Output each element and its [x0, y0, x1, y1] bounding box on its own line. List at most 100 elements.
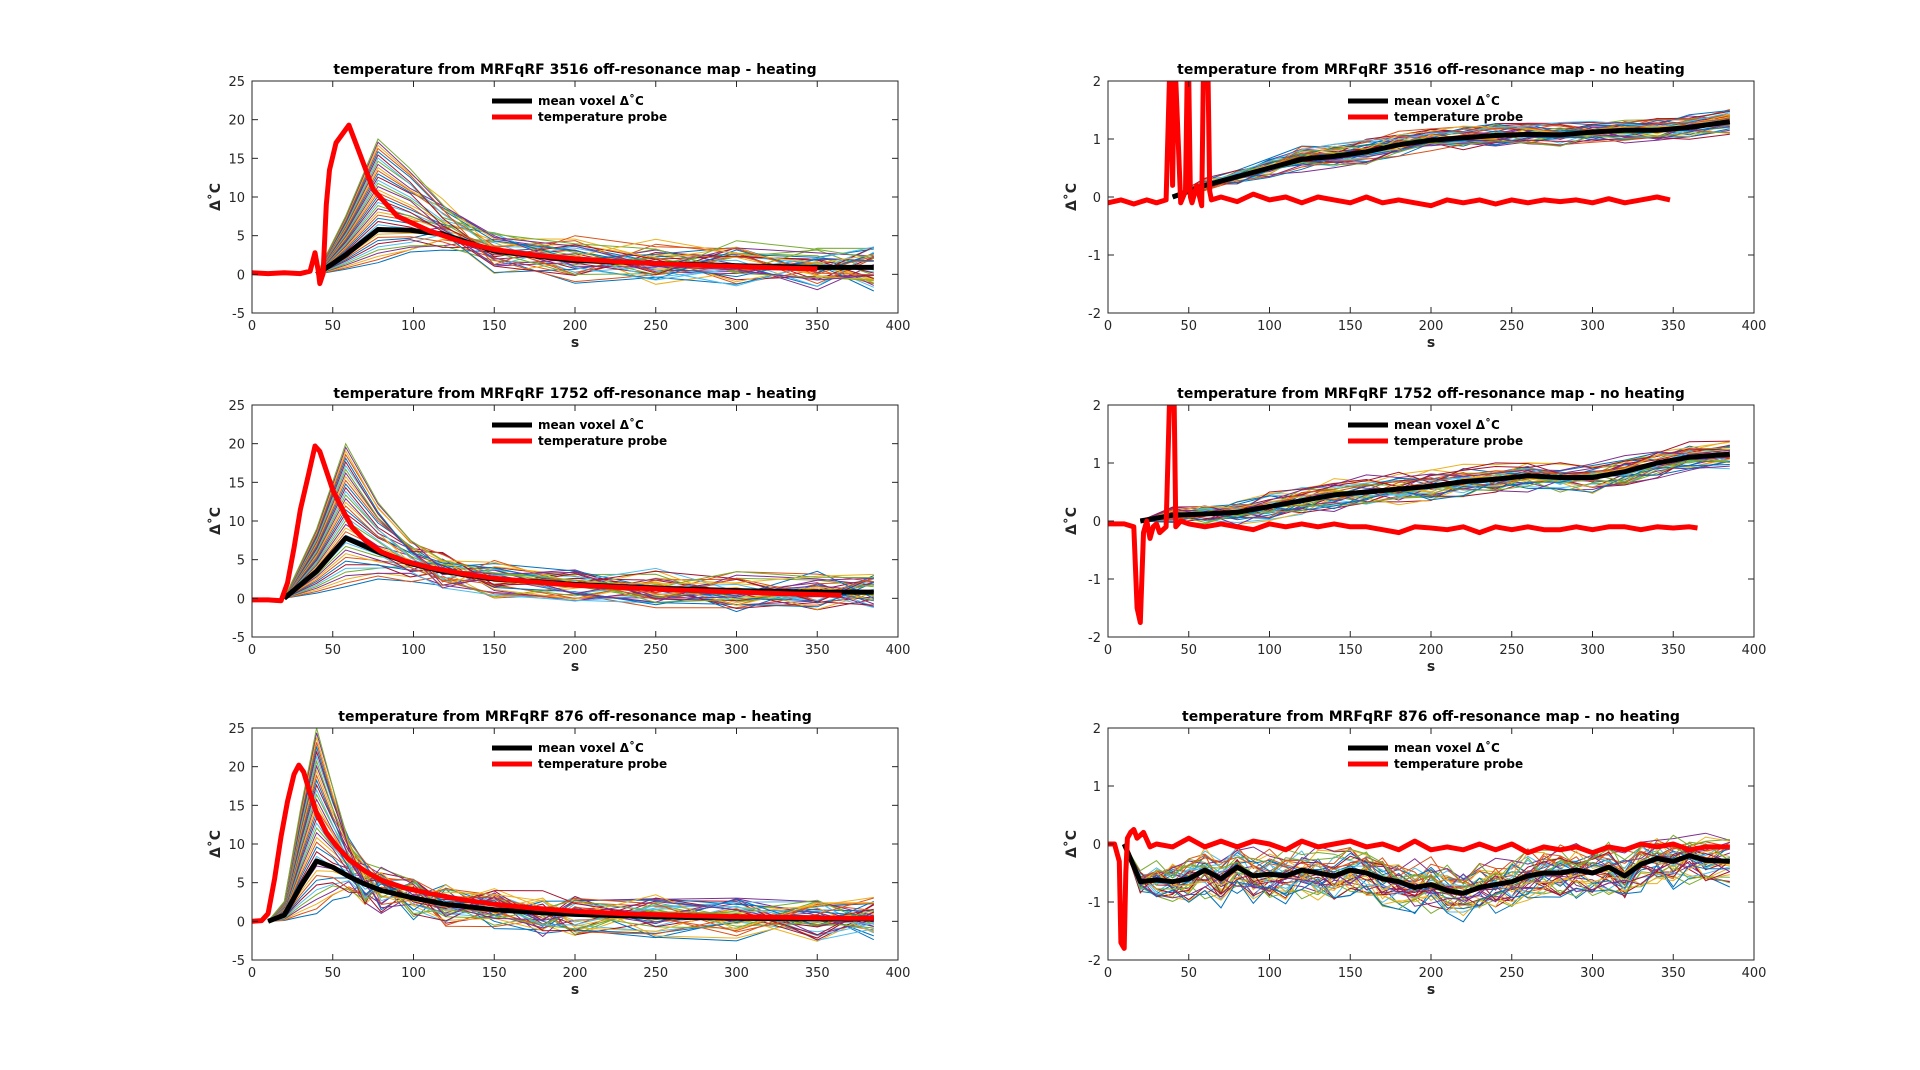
voxel-trace [267, 732, 874, 927]
plot-lines [252, 728, 875, 942]
chart-panel-2: 0 50 100 150 200 250 300 350 400 -2 -1 0 1 2 s Δ˚C tempe… [1063, 62, 1766, 351]
x-tick-label: 150 [1338, 319, 1363, 334]
chart-title: temperature from MRFqRF 3516 off-resonan… [1177, 62, 1685, 78]
voxel-trace [1123, 843, 1731, 890]
x-tick-label: 400 [1742, 643, 1767, 658]
chart-panel-6: 0 50 100 150 200 250 300 350 400 -2 -1 0 1 2 s Δ˚C tempe… [1063, 709, 1766, 998]
x-tick-label: 300 [724, 966, 749, 981]
x-tick-label: 0 [248, 319, 256, 334]
y-tick-label: 5 [237, 230, 245, 245]
legend-label: temperature probe [538, 757, 667, 771]
x-tick-label: 200 [1419, 319, 1444, 334]
voxel-trace [267, 728, 874, 926]
voxel-trace [267, 802, 875, 934]
x-tick-label: 300 [724, 319, 749, 334]
voxel-trace [267, 846, 874, 934]
y-tick-label: -1 [1088, 249, 1101, 264]
y-tick-label: 15 [228, 476, 245, 491]
voxel-trace [316, 163, 874, 275]
voxel-trace [1123, 832, 1730, 886]
x-tick-label: 200 [1419, 643, 1444, 658]
x-axis-label: s [571, 335, 579, 351]
y-tick-label: 0 [1093, 515, 1101, 530]
x-tick-label: 250 [1499, 319, 1524, 334]
x-tick-label: 50 [324, 966, 341, 981]
chart-title: temperature from MRFqRF 876 off-resonanc… [1182, 709, 1680, 725]
x-tick-label: 250 [643, 643, 668, 658]
y-tick-label: 10 [228, 838, 245, 853]
temperature-probe-line [252, 122, 818, 287]
y-axis-label: Δ˚C [1063, 507, 1080, 535]
voxel-trace [1140, 460, 1730, 523]
x-axis-label: s [571, 659, 579, 675]
x-tick-label: 300 [1580, 966, 1605, 981]
y-tick-label: -2 [1088, 631, 1101, 646]
x-tick-label: 0 [1104, 319, 1112, 334]
x-tick-label: 350 [1661, 643, 1686, 658]
x-tick-label: 0 [248, 966, 256, 981]
voxel-trace [1140, 448, 1730, 522]
voxel-trace [283, 449, 874, 599]
voxel-trace [1140, 450, 1730, 522]
x-tick-label: 400 [886, 966, 911, 981]
x-tick-label: 400 [886, 643, 911, 658]
plot-lines [252, 122, 875, 292]
voxel-trace [267, 877, 874, 942]
x-tick-label: 350 [805, 319, 830, 334]
voxel-trace [316, 217, 874, 275]
x-tick-label: 200 [1419, 966, 1444, 981]
temperature-probe-line [1108, 405, 1698, 625]
plot-lines [1108, 405, 1730, 625]
x-tick-label: 150 [482, 966, 507, 981]
x-tick-label: 400 [1742, 966, 1767, 981]
legend: mean voxel Δ˚C temperature probe [1348, 417, 1523, 448]
voxel-trace [316, 234, 874, 288]
x-tick-label: 250 [643, 319, 668, 334]
x-tick-label: 400 [886, 319, 911, 334]
y-tick-label: 1 [1093, 133, 1101, 148]
y-tick-label: 15 [228, 152, 245, 167]
legend: mean voxel Δ˚C temperature probe [492, 93, 667, 124]
y-axis-label: Δ˚C [207, 830, 224, 858]
temperature-probe-line [252, 443, 842, 604]
y-axis-label: Δ˚C [1063, 183, 1080, 211]
voxel-trace [1123, 841, 1731, 890]
voxel-trace [1140, 457, 1730, 523]
plot-lines [252, 442, 875, 613]
chart-title: temperature from MRFqRF 3516 off-resonan… [333, 62, 816, 78]
legend: mean voxel Δ˚C temperature probe [1348, 740, 1523, 771]
mean-voxel-line [1139, 451, 1730, 524]
x-tick-label: 150 [482, 319, 507, 334]
x-tick-label: 50 [1180, 966, 1197, 981]
voxel-trace [268, 876, 874, 932]
voxel-trace [1172, 130, 1730, 198]
x-tick-label: 100 [401, 319, 426, 334]
y-axis-label: Δ˚C [207, 183, 224, 211]
y-tick-label: -2 [1088, 307, 1101, 322]
legend: mean voxel Δ˚C temperature probe [1348, 93, 1523, 124]
mean-voxel-line [1171, 119, 1731, 200]
y-tick-label: 10 [228, 515, 245, 530]
x-tick-label: 250 [1499, 966, 1524, 981]
y-tick-label: 0 [237, 915, 245, 930]
voxel-trace [284, 564, 874, 611]
x-tick-label: 250 [643, 966, 668, 981]
y-tick-label: 1 [1093, 780, 1101, 795]
chart-title: temperature from MRFqRF 1752 off-resonan… [333, 386, 816, 402]
legend-label: mean voxel Δ˚C [538, 417, 644, 432]
x-tick-label: 150 [1338, 966, 1363, 981]
x-axis-label: s [571, 982, 579, 998]
legend-label: mean voxel Δ˚C [1394, 93, 1500, 108]
y-tick-label: 2 [1093, 722, 1101, 737]
x-tick-label: 100 [1257, 966, 1282, 981]
x-tick-label: 0 [1104, 966, 1112, 981]
y-tick-label: -1 [1088, 896, 1101, 911]
x-tick-label: 100 [401, 966, 426, 981]
y-tick-label: -5 [232, 307, 245, 322]
y-tick-label: -5 [232, 631, 245, 646]
mean-voxel-line [1121, 843, 1730, 896]
y-tick-label: 2 [1093, 75, 1101, 90]
x-tick-label: 200 [563, 966, 588, 981]
legend-label: temperature probe [1394, 434, 1523, 448]
chart-title: temperature from MRFqRF 876 off-resonanc… [338, 709, 811, 725]
